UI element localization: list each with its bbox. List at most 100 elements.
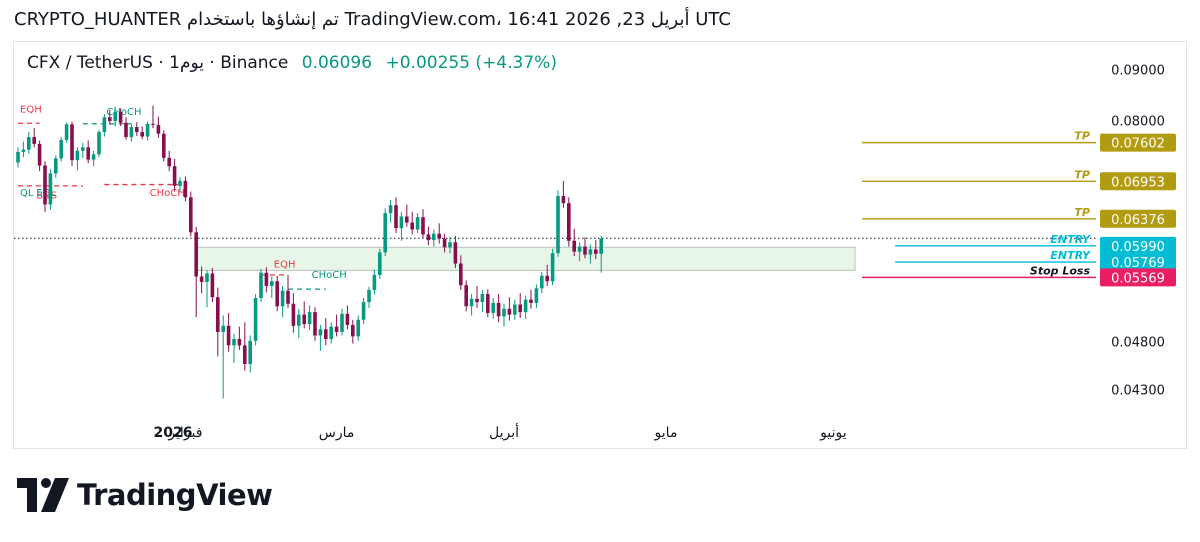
candle-body [583,246,587,255]
candle-body [172,166,177,186]
candle-body [16,151,20,163]
candle-body [32,137,36,144]
price-tag-tp [1100,133,1176,152]
candle-body [480,293,485,303]
candle-body [248,340,252,364]
y-tick-label: 0.04300 [1111,383,1165,398]
candle-body [210,273,215,298]
candle-body [226,325,231,346]
candle-body [464,285,468,307]
candle-body [232,339,236,346]
candle-body [324,329,328,340]
candle-body [243,345,247,364]
x-tick-label: مارس [319,425,355,441]
candle-body [124,122,128,138]
candle-body [534,288,539,303]
candle-body [367,289,371,303]
candle-body [91,154,96,160]
x-tick-label: مايو [654,425,678,441]
candle-body [599,238,603,254]
candle-body [270,281,274,286]
candle-body [469,298,474,307]
candle-body [43,165,47,205]
candle-body [59,139,63,159]
smc-label-choch: CHoCH [106,107,141,118]
candle-body [167,157,171,167]
price-tag-entry [1100,236,1176,255]
candle-body [286,290,290,304]
candle-body [588,249,593,255]
candle-body [64,124,69,140]
candle-body [405,216,409,223]
candle-body [594,249,598,254]
candle-body [302,314,306,325]
candle-body [291,303,296,326]
x-tick-label: 2026 [154,425,193,441]
price-chart[interactable]: EQHCHoCHCHoCHBOSQLEQLEQHCHoCHTP0.07602TP… [0,0,1200,460]
smc-label-ql: QL [20,188,34,199]
candle-body [432,233,436,241]
candle-body [237,339,242,346]
candle-body [345,313,350,325]
candle-body [129,127,134,138]
price-tag-tp [1100,209,1176,228]
x-tick-label: فبراير [167,425,202,441]
candle-body [437,233,441,239]
candle-body [275,281,279,307]
price-tag-value: 0.07602 [1111,137,1165,152]
candle-body [221,325,225,332]
candle-body [496,302,501,317]
candle-body [399,216,404,229]
last-price: 0.06096 [301,53,373,73]
candle-body [70,124,74,161]
candle-body [259,272,263,299]
candle-body [475,298,479,303]
price-tag-value: 0.06953 [1111,175,1165,190]
candle-body [415,217,420,230]
candle-body [118,111,123,123]
candle-body [280,290,285,307]
price-tag-value: 0.05990 [1111,240,1165,255]
candle-body [162,133,166,158]
candle-body [75,150,80,161]
candle-body [307,312,312,325]
tradingview-logo[interactable]: TradingView [17,478,273,512]
candle-body [556,196,560,254]
chart-caption: CRYPTO_HUANTER تم إنشاؤها باستخدام Tradi… [14,9,731,30]
candle-body [486,293,490,313]
y-tick-label: 0.04800 [1111,336,1165,351]
candle-body [97,132,101,155]
candle-body [529,299,533,303]
candle-body [394,205,398,229]
candle-body [264,272,269,286]
candle-body [545,275,549,282]
level-label-tp: TP [1074,206,1090,219]
symbol-name[interactable]: CFX / TetherUS · 1يوم · Binance [27,53,289,73]
candle-body [421,217,425,235]
chart-frame [13,41,1187,449]
candle-body [86,147,90,160]
candle-body [442,238,447,248]
candle-body [318,329,323,336]
candle-body [37,143,42,166]
candle-body [502,308,506,317]
candle-body [518,304,522,313]
candle-body [383,213,387,253]
candle-body [378,252,382,275]
candle-body [297,314,301,326]
price-tag-entry [1100,253,1176,272]
candle-body [561,196,566,204]
candle-body [491,302,495,313]
candle-body [426,234,431,241]
candle-body [577,246,582,252]
candle-body [156,124,161,134]
y-tick-label: 0.09000 [1111,64,1165,79]
smc-label-choch: CHoCH [312,270,347,281]
candle-body [453,242,458,264]
smc-label-choch: CHoCH [150,188,185,199]
candle-body [540,275,544,289]
candle-body [151,123,155,125]
candle-body [54,158,58,174]
candle-body [410,222,414,230]
candle-body [21,149,26,152]
